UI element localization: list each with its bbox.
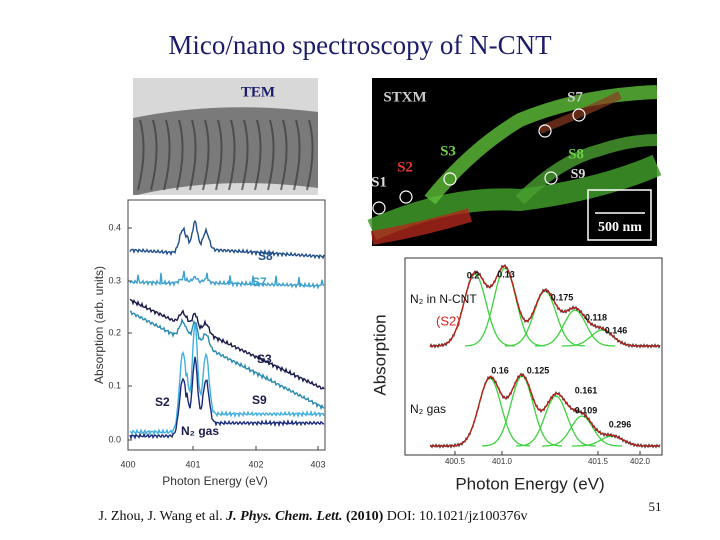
curve-label: S9 [252,393,267,407]
fit-component [534,309,616,347]
spectrum-curve [129,298,325,390]
fit-component [516,395,596,447]
peak-label: 0.16 [491,365,509,375]
peak-label: 0.146 [605,325,628,335]
panel-label: N₂ gas [410,402,446,416]
tem-texture [267,119,275,191]
citation: J. Zhou, J. Wang et al. J. Phys. Chem. L… [98,509,527,524]
slide-title: Mico/nano spectroscopy of N-CNT [168,30,552,60]
fit-component [464,267,546,347]
stxm-label: STXM [383,89,426,105]
fit-curve [430,265,660,347]
curve-label: S3 [257,352,272,366]
tem-texture [228,119,236,191]
x-axis-label: Photon Energy (eV) [162,474,267,488]
peak-label: 0.2 [467,270,480,280]
curve-label: S8 [258,249,273,263]
citation-year: (2010) [346,509,384,524]
spot-label: S7 [567,89,583,105]
stxm-image: STXM S1 S2 S3 S7 S8 S9 500 nm [367,78,662,246]
left-plot: 400 401 402 403 0.4 0.3 0.2 0.1 0.0 Absorption … [85,195,333,500]
x-tick-label: 403 [310,459,325,469]
sample-label: (S2) [436,313,461,328]
x-tick-label: 401.5 [588,457,609,466]
tem-image: TEM [133,78,318,210]
peak-label: 0.161 [575,385,598,395]
tem-texture [254,119,262,191]
x-tick-label: 402 [248,459,263,469]
spot-label: S2 [397,159,413,175]
page-number: 51 [649,499,662,514]
x-tick-label: 400 [120,459,135,469]
peak-label: 0.125 [527,365,550,375]
y-axis-label: Absorption (arb. units) [92,266,106,384]
spectrum-curve [129,270,325,290]
citation-authors: J. Zhou, J. Wang et al. [98,509,222,524]
x-tick-label: 401 [185,459,200,469]
tem-texture [215,119,223,191]
spectrum-curve [129,356,325,441]
tem-label: TEM [241,84,275,100]
right-plot: 400.5 401.0 401.5 402.0 Absorption Photon E… [370,255,667,493]
spectrum-curve [130,310,325,411]
y-axis-label: Absorption [370,314,389,395]
curve-label: S7 [252,275,267,289]
peak-label: 0.296 [609,419,632,429]
tem-texture [280,119,288,191]
x-axis-label: Photon Energy (eV) [455,474,604,493]
tem-texture [176,119,184,191]
fit-curve [430,373,660,447]
peak-label: 0.13 [497,269,515,279]
peak-label: 0.175 [551,292,574,302]
y-tick-label: 0.3 [108,275,121,285]
x-tick-label: 401.0 [492,457,513,466]
spot-label: S1 [371,174,387,190]
fit-component [505,290,585,347]
curve-label: S2 [155,395,170,409]
x-tick-label: 402.0 [630,457,651,466]
tem-texture [293,119,301,191]
peak-label: 0.118 [585,312,607,322]
y-tick-label: 0.0 [108,434,121,444]
x-tick-label: 400.5 [445,457,466,466]
y-tick-label: 0.2 [108,327,121,337]
tem-texture [202,119,210,191]
spectrum-curve [129,324,325,437]
tem-texture [189,119,197,191]
tem-texture [137,119,145,191]
tem-texture [163,119,171,191]
y-tick-label: 0.1 [108,380,121,390]
tem-texture [241,119,249,191]
spectrum-curve [129,219,325,260]
scale-bar-label: 500 nm [598,220,642,235]
tem-texture [150,119,158,191]
curve-label: N₂ gas [181,424,219,438]
citation-doi: DOI: 10.1021/jz100376v [387,509,528,524]
fit-component [541,415,623,447]
panel-label: N₂ in N-CNT [410,292,477,306]
citation-journal: J. Phys. Chem. Lett. [225,509,342,524]
spot-label: S8 [568,146,584,162]
spot-label: S9 [571,167,586,182]
peak-label: 0.109 [575,405,598,415]
spot-label: S3 [440,143,456,159]
tem-texture [306,119,314,191]
y-tick-label: 0.4 [108,222,121,232]
